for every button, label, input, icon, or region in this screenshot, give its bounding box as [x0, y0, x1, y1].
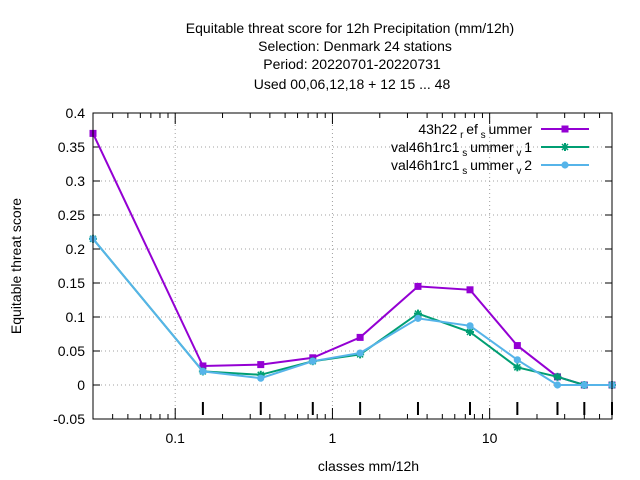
title-line-4: Used 00,06,12,18 + 12 15 ... 48 — [254, 76, 451, 92]
x-axis-label: classes mm/12h — [318, 458, 419, 474]
legend-subscript: v — [514, 166, 525, 177]
title-line-3: Period: 20220701-20220731 — [263, 56, 441, 72]
data-point — [513, 363, 522, 372]
data-point — [356, 333, 364, 341]
data-point — [257, 374, 265, 382]
data-point — [199, 362, 207, 370]
title-line-1: Equitable threat score for 12h Precipita… — [186, 20, 514, 36]
data-point — [561, 125, 569, 133]
axis-ticks: -0.05 0 0.05 0.1 0.15 0.2 0.25 0.3 0.35 0.4 0.1 1 10 — [53, 105, 613, 446]
data-point — [513, 356, 521, 364]
data-point — [199, 367, 207, 375]
legend-text: ummer — [470, 157, 514, 173]
legend-text: 43h22 — [418, 121, 457, 137]
legend-text: ef — [466, 121, 478, 137]
x-tick-label: 10 — [482, 430, 498, 446]
legend-text: 2 — [524, 157, 532, 173]
data-point — [414, 314, 422, 322]
y-tick-label: 0.1 — [66, 309, 86, 325]
y-axis-label: Equitable threat score — [8, 198, 24, 334]
legend-subscript: v — [514, 148, 525, 159]
y-tick-label: 0.15 — [58, 275, 85, 291]
y-tick-label: 0.4 — [66, 105, 86, 121]
data-point — [356, 349, 364, 357]
y-tick-label: 0.3 — [66, 173, 86, 189]
x-tick-label: 1 — [329, 430, 337, 446]
legend-label: 43h22 r ef s ummer — [418, 121, 532, 141]
x-tick-label: 0.1 — [165, 430, 185, 446]
data-point — [466, 286, 474, 294]
data-point — [561, 161, 569, 169]
legend-text: ummer — [488, 121, 532, 137]
data-point — [257, 361, 265, 369]
data-point — [561, 143, 569, 151]
data-point — [553, 372, 562, 381]
legend-subscript: s — [478, 130, 489, 141]
data-point — [414, 282, 422, 290]
series-line — [92, 238, 612, 386]
title-line-2: Selection: Denmark 24 stations — [258, 38, 452, 54]
y-tick-label: 0.05 — [58, 343, 85, 359]
legend-subscript: s — [460, 148, 471, 159]
legend-text: 1 — [524, 139, 532, 155]
legend-text: val46h1rc1 — [391, 139, 460, 155]
data-point — [309, 357, 317, 365]
y-tick-label: 0 — [77, 377, 85, 393]
legend-label: val46h1rc1 s ummer v 2 — [391, 157, 532, 177]
data-point — [553, 381, 562, 389]
legend-subscript: r — [457, 130, 466, 141]
series-line — [92, 238, 612, 386]
series-line — [92, 132, 612, 386]
legend-subscript: s — [460, 166, 471, 177]
legend-label: val46h1rc1 s ummer v 1 — [391, 139, 532, 159]
y-tick-label: 0.2 — [66, 241, 86, 257]
data-point — [513, 342, 521, 350]
grid — [93, 112, 612, 420]
y-tick-label: -0.05 — [53, 411, 85, 427]
legend-text: val46h1rc1 — [391, 157, 460, 173]
series-layer — [89, 129, 616, 389]
data-point — [466, 322, 474, 330]
legend-text: ummer — [470, 139, 514, 155]
data-point — [580, 381, 588, 389]
plot-frame — [92, 112, 613, 420]
chart-title: Equitable threat score for 12h Precipita… — [186, 20, 514, 92]
y-tick-label: 0.35 — [58, 139, 85, 155]
y-tick-label: 0.25 — [58, 207, 85, 223]
